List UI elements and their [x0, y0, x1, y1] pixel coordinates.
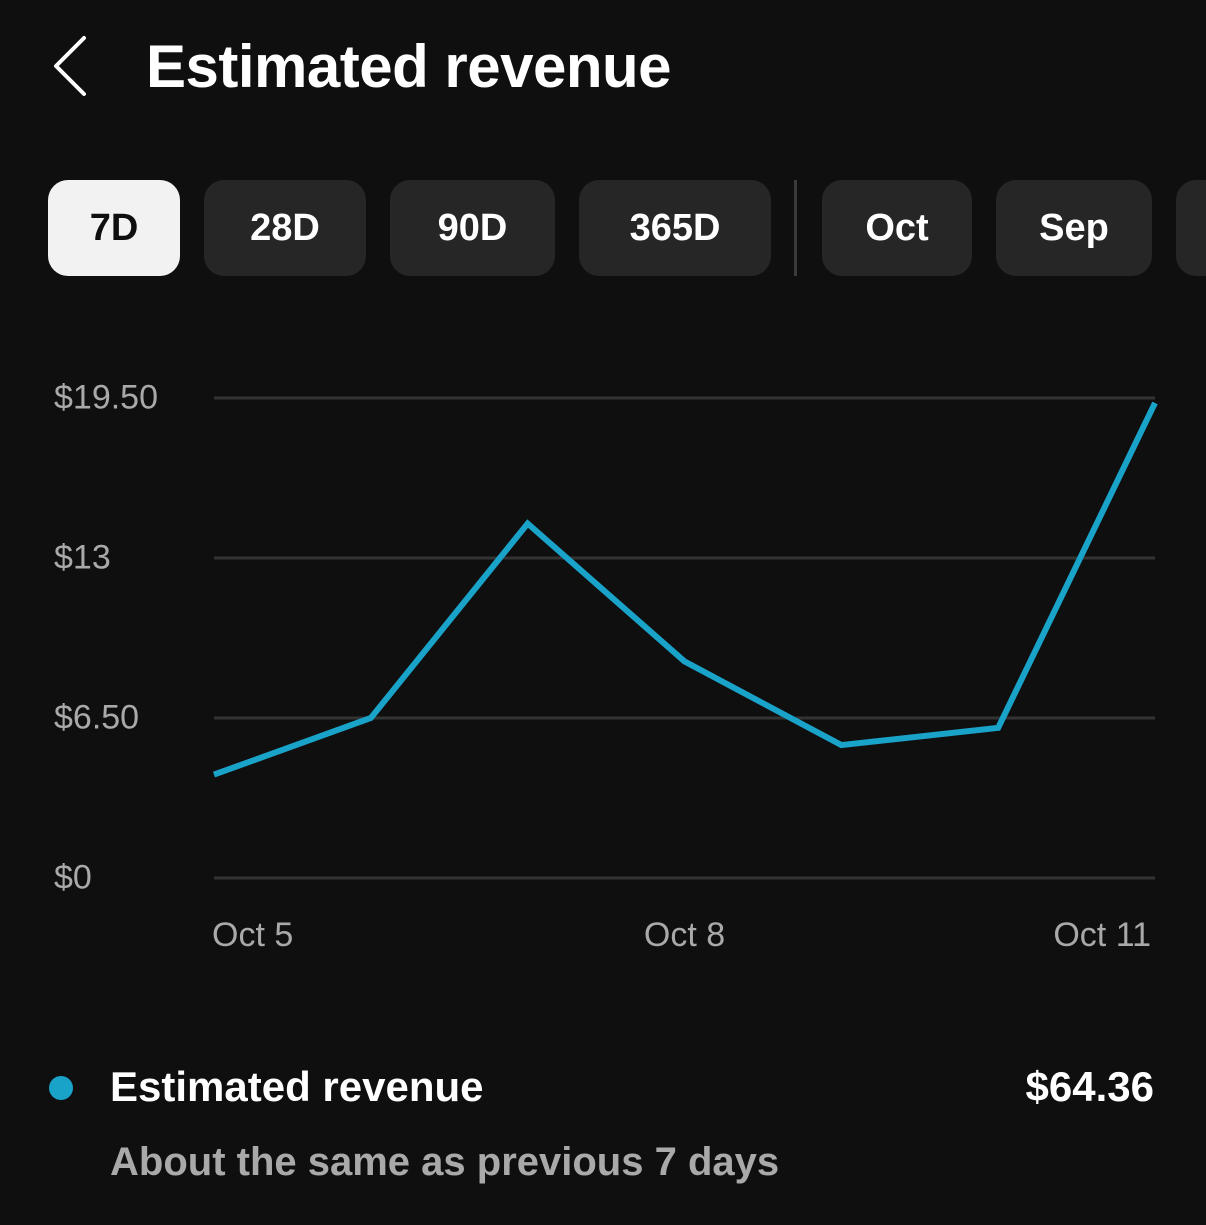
y-tick-label: $0 — [54, 858, 92, 897]
legend-dot — [49, 1076, 73, 1100]
tab-more[interactable] — [1176, 180, 1206, 276]
legend-comparison: About the same as previous 7 days — [110, 1140, 780, 1184]
x-tick-label: Oct 8 — [643, 916, 726, 954]
chevron-left-icon — [54, 36, 86, 96]
legend-total-value: $64.36 — [1025, 1063, 1154, 1110]
tab-365d[interactable]: 365D — [579, 180, 771, 276]
legend-series-name: Estimated revenue — [110, 1063, 484, 1110]
y-tick-label: $6.50 — [54, 698, 140, 737]
back-button[interactable] — [48, 30, 100, 102]
period-tabs: 7D 28D 90D 365D Oct Sep — [0, 180, 1206, 276]
revenue-chart: $19.50 $13 $6.50 $0 Oct 5 Oct 8 Oct 11 — [0, 360, 1206, 960]
tab-7d[interactable]: 7D — [48, 180, 180, 276]
tab-sep[interactable]: Sep — [996, 180, 1152, 276]
y-tick-label: $13 — [54, 538, 111, 577]
x-tick-label: Oct 11 — [1053, 916, 1151, 954]
tab-divider — [794, 180, 797, 276]
app-header: Estimated revenue — [0, 0, 1206, 140]
tab-90d[interactable]: 90D — [390, 180, 555, 276]
chart-plot — [212, 396, 1158, 880]
x-tick-label: Oct 5 — [212, 916, 294, 954]
tab-oct[interactable]: Oct — [822, 180, 972, 276]
y-tick-label: $19.50 — [54, 378, 158, 417]
page-title: Estimated revenue — [146, 33, 672, 100]
tab-28d[interactable]: 28D — [204, 180, 366, 276]
